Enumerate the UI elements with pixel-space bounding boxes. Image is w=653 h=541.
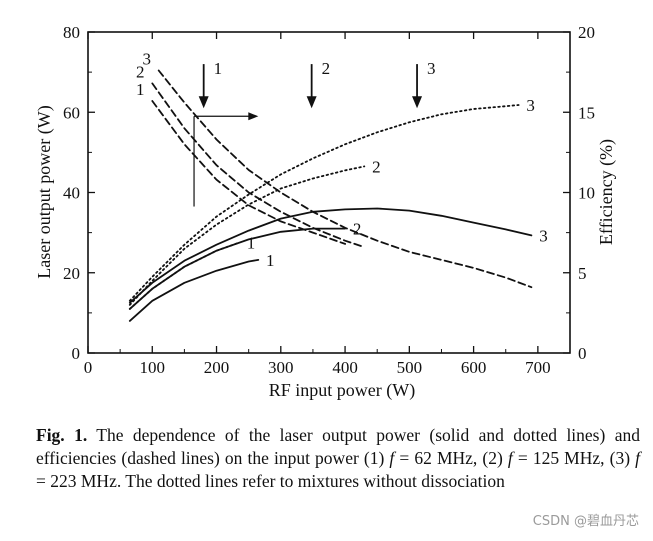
series-dashed-2 — [151, 82, 366, 248]
x-tick-label: 300 — [268, 358, 294, 377]
caption-text: f — [389, 448, 395, 468]
y-tick-label: 60 — [63, 103, 80, 122]
series-label-solid-3: 3 — [539, 226, 548, 245]
figure-caption: Fig. 1. The dependence of the laser outp… — [36, 424, 640, 493]
caption-text: = 223 MHz. The dotted lines refer to mix… — [36, 471, 505, 491]
caption-text: The dependence of the laser output power… — [36, 425, 640, 468]
series-label-dashed-3: 3 — [142, 50, 151, 69]
figure-chart: 0 100 200 300 400 500 600 700 0 20 40 60 80 0 5 10 15 20 1… — [34, 23, 617, 401]
series-solid-2 — [128, 227, 346, 310]
y2-tick-label: 5 — [578, 264, 587, 283]
x-tick-label: 600 — [461, 358, 487, 377]
y-tick-label: 20 — [63, 264, 80, 283]
series-solid-1 — [128, 259, 260, 322]
y2-axis-label: Efficiency (%) — [596, 139, 617, 245]
y2-tick-label: 0 — [578, 344, 587, 363]
series-label-solid-2: 2 — [353, 220, 362, 239]
marker-label-2: 2 — [322, 59, 331, 78]
marker-arrowhead-2 — [306, 96, 317, 109]
y2-tick-label: 20 — [578, 23, 595, 42]
series-dashed-3 — [157, 69, 533, 289]
series-label-dotted-2: 2 — [372, 157, 381, 176]
caption-text: f — [635, 448, 640, 468]
series-label-dashed-1: 1 — [136, 80, 145, 99]
series-label-solid-1: 1 — [266, 251, 275, 270]
y-tick-label: 80 — [63, 23, 80, 42]
series-dotted-2 — [128, 165, 366, 306]
x-tick-label: 100 — [140, 358, 166, 377]
series-solid-3 — [128, 207, 533, 304]
caption-text: f — [507, 448, 513, 468]
x-tick-label: 700 — [525, 358, 551, 377]
watermark: CSDN @碧血丹芯 — [532, 514, 639, 529]
x-axis-label: RF input power (W) — [269, 380, 415, 401]
series-dotted-1 — [128, 241, 240, 310]
series-dotted-3 — [128, 104, 520, 302]
caption-label: Fig. 1. — [36, 425, 88, 445]
y-axis-label: Laser output power (W) — [34, 105, 55, 278]
plot-frame — [87, 31, 571, 354]
x-tick-label: 400 — [332, 358, 358, 377]
caption-text: = 62 MHz, (2) — [394, 448, 508, 468]
y-tick-label: 40 — [63, 184, 80, 203]
x-tick-label: 200 — [204, 358, 230, 377]
x-tick-label: 500 — [397, 358, 423, 377]
y2-tick-label: 15 — [578, 103, 595, 122]
x-tick-label: 0 — [84, 358, 93, 377]
marker-arrowhead-1 — [198, 96, 209, 109]
series-label-dotted-1: 1 — [247, 234, 256, 253]
series-label-dashed-2: 2 — [136, 62, 145, 81]
marker-arrowhead-3 — [412, 96, 423, 109]
caption-text: = 125 MHz, (3) — [512, 448, 636, 468]
y-tick-label: 0 — [72, 344, 81, 363]
bracket-arrowhead — [248, 112, 259, 121]
marker-label-1: 1 — [214, 59, 223, 78]
marker-label-3: 3 — [427, 59, 436, 78]
series-label-dotted-3: 3 — [526, 96, 535, 115]
series-dashed-1 — [151, 100, 346, 245]
y2-tick-label: 10 — [578, 184, 595, 203]
